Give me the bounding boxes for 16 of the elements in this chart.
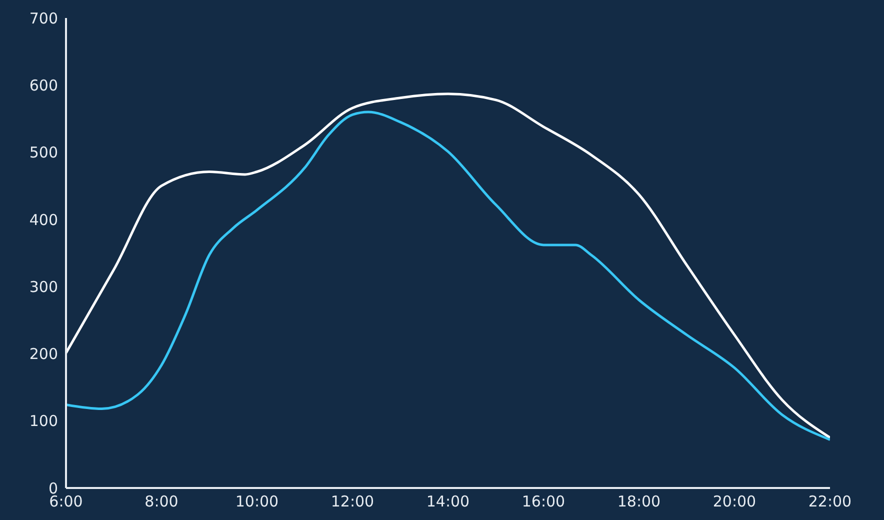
x-tick-label: 8:00: [144, 492, 178, 511]
y-tick-label: 400: [29, 210, 58, 229]
y-tick-label: 500: [29, 144, 58, 162]
x-tick-label: 10:00: [235, 492, 279, 511]
x-tick-label: 6:00: [49, 492, 83, 511]
y-tick-label: 600: [29, 76, 58, 94]
y-tick-label: 100: [29, 412, 58, 430]
x-tick-label: 18:00: [617, 492, 661, 511]
x-tick-label: 12:00: [330, 492, 374, 511]
x-tick-label: 20:00: [712, 492, 756, 511]
y-tick-label: 200: [29, 345, 58, 364]
y-tick-label: 700: [29, 9, 58, 28]
x-tick-label: 16:00: [522, 492, 566, 511]
x-tick-label: 22:00: [808, 492, 852, 511]
x-tick-label: 14:00: [426, 492, 470, 511]
y-tick-label: 300: [29, 278, 58, 296]
